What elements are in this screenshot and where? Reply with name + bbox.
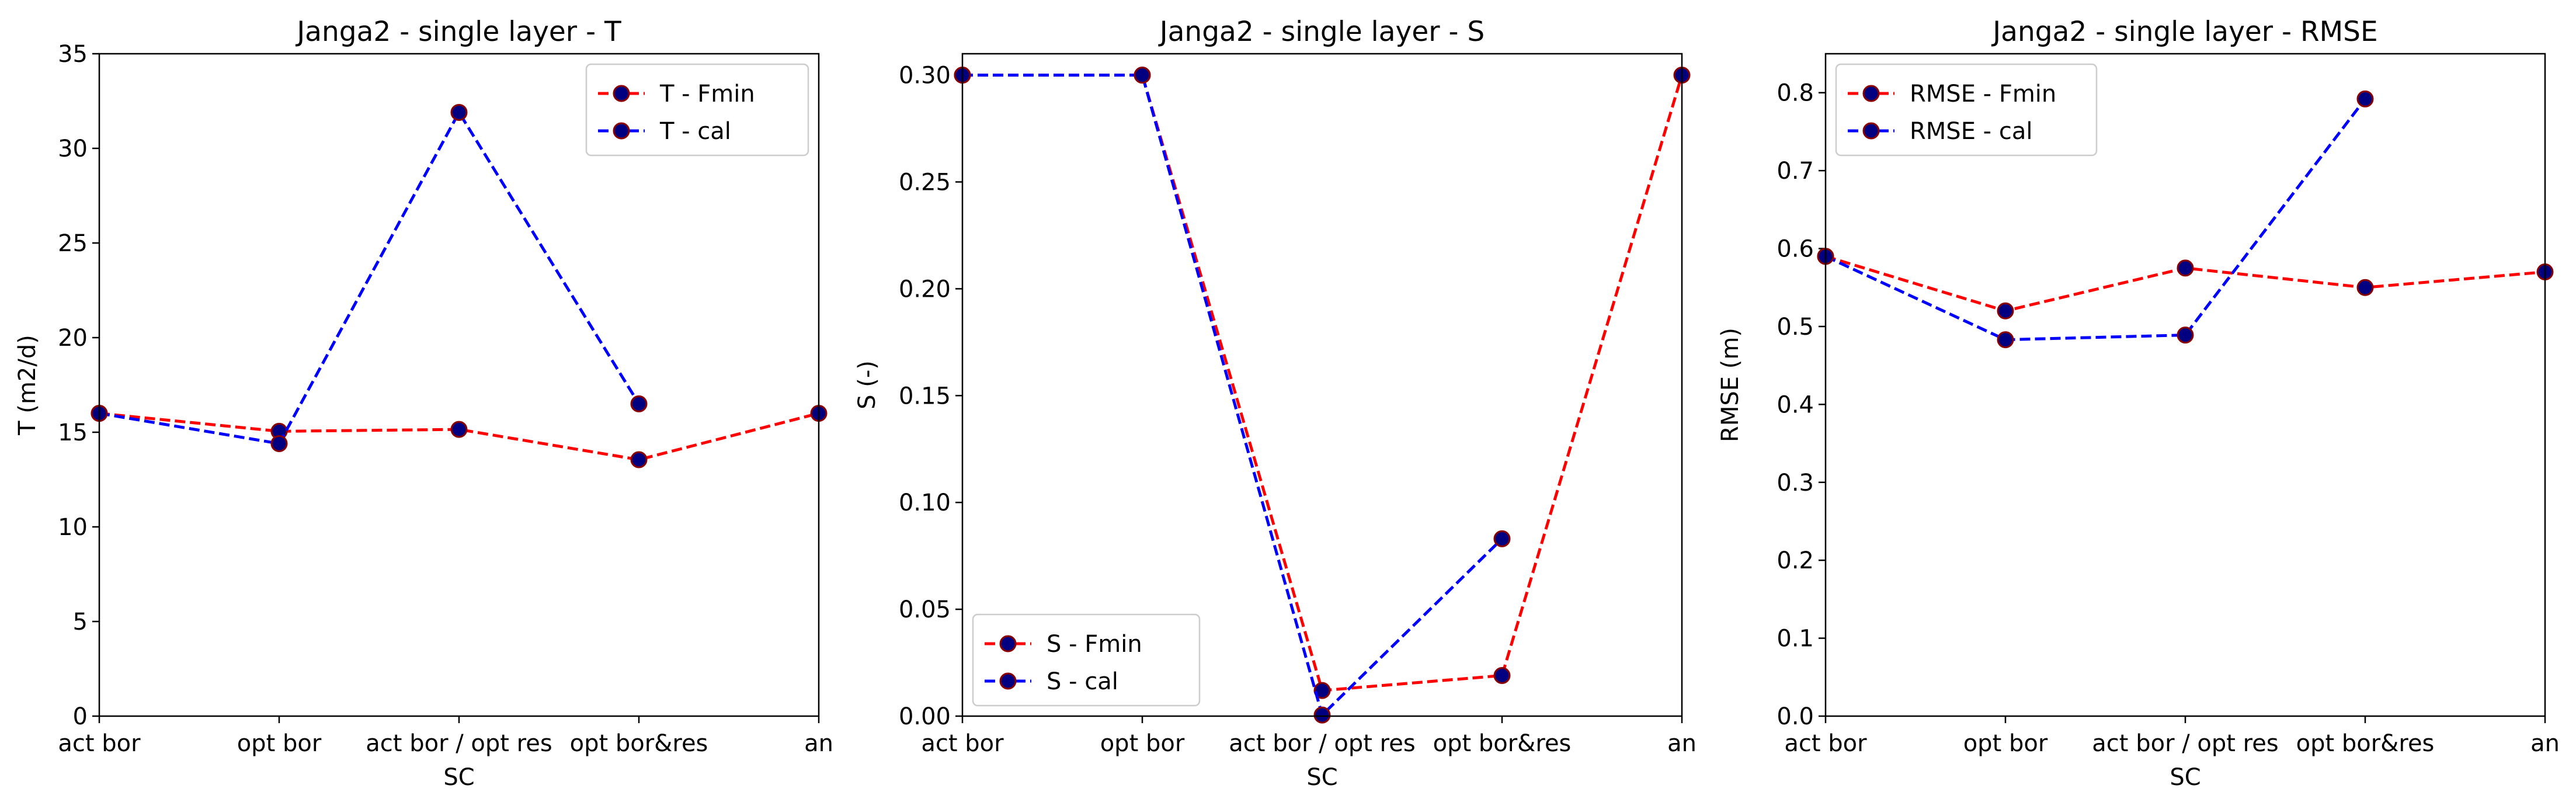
legend-label: T - Fmin xyxy=(659,81,755,107)
y-tick-label: 35 xyxy=(58,41,88,68)
y-tick-label: 0.2 xyxy=(1777,547,1814,574)
data-point-1 xyxy=(1493,666,1511,684)
legend-label: S - cal xyxy=(1047,668,1118,695)
y-tick-label: 0.8 xyxy=(1777,80,1814,107)
y-tick-label: 0.7 xyxy=(1777,158,1814,185)
y-axis-label: S (-) xyxy=(854,360,881,409)
legend: RMSE - Fmin RMSE - cal xyxy=(1835,63,2098,157)
x-tick-label: act bor xyxy=(921,730,1004,757)
y-tick-label: 0.15 xyxy=(899,383,951,409)
series-line-2 xyxy=(1824,98,2366,342)
data-point-1 xyxy=(2177,259,2194,277)
x-tick-label: an xyxy=(1667,730,1697,757)
legend-swatch-marker xyxy=(1862,122,1880,140)
y-axis-label: T (m2/d) xyxy=(14,335,41,436)
y-axis-label: RMSE (m) xyxy=(1717,328,1744,442)
x-tick-label: act bor xyxy=(1784,730,1867,757)
x-tick-label: an xyxy=(2530,730,2560,757)
y-tick-label: 0.20 xyxy=(899,276,951,303)
x-tick-label: an xyxy=(804,730,833,757)
data-point-2 xyxy=(2356,90,2374,107)
x-tick-label: opt bor xyxy=(1100,730,1185,757)
series-line-1 xyxy=(962,74,1684,692)
y-tick-label: 0.3 xyxy=(1777,470,1814,496)
data-point-2 xyxy=(1493,530,1511,547)
data-point-2 xyxy=(450,103,468,121)
y-tick-label: 10 xyxy=(58,514,88,541)
legend: T - Fmin T - cal xyxy=(585,63,809,157)
chart-title: Janga2 - single layer - RMSE xyxy=(1991,16,2377,48)
data-point-1 xyxy=(450,421,468,438)
x-tick-label: act bor / opt res xyxy=(2092,730,2278,757)
legend-swatch-marker xyxy=(1862,85,1880,102)
x-tick-label: act bor / opt res xyxy=(366,730,552,757)
x-tick-label: opt bor&res xyxy=(2296,730,2435,757)
legend-swatch-marker xyxy=(613,122,630,140)
y-tick-label: 15 xyxy=(58,419,88,446)
data-point-1 xyxy=(2356,279,2374,296)
plot-area xyxy=(954,67,1691,724)
series-line-2 xyxy=(99,109,641,446)
y-tick-label: 0.05 xyxy=(899,596,951,623)
legend: S - Fmin S - cal xyxy=(972,613,1201,707)
legend-label: RMSE - cal xyxy=(1910,118,2032,145)
y-tick-label: 0.25 xyxy=(899,169,951,196)
y-tick-label: 0.00 xyxy=(899,703,951,730)
y-tick-label: 0.1 xyxy=(1777,626,1814,652)
y-tick-label: 25 xyxy=(58,230,88,257)
x-tick-label: opt bor&res xyxy=(570,730,708,757)
y-tick-label: 0.4 xyxy=(1777,391,1814,418)
y-tick-label: 0 xyxy=(73,703,88,730)
chart-panel-1: Janga2 - single layer - T 0 5 10 15 20 25 30 35 a… xyxy=(14,16,833,791)
x-tick-label: act bor xyxy=(58,730,141,757)
y-tick-label: 20 xyxy=(58,325,88,352)
legend-box xyxy=(972,613,1201,707)
x-axis-label: SC xyxy=(2170,764,2200,791)
legend-swatch-marker xyxy=(613,85,630,102)
legend-swatch-marker xyxy=(999,635,1017,652)
y-tick-label: 0.6 xyxy=(1777,236,1814,263)
y-tick-label: 0.30 xyxy=(899,63,951,89)
legend-box xyxy=(585,63,809,157)
axes-frame xyxy=(1824,53,2546,717)
data-point-2 xyxy=(630,395,648,412)
x-axis-label: SC xyxy=(443,764,474,791)
y-tick-label: 5 xyxy=(73,609,88,636)
chart-panel-3: Janga2 - single layer - RMSE 0.0 0.1 0.2 0.3… xyxy=(1717,16,2560,791)
legend-label: S - Fmin xyxy=(1047,631,1142,658)
legend-label: RMSE - Fmin xyxy=(1910,81,2056,107)
chart-title: Janga2 - single layer - T xyxy=(295,16,621,48)
chart-title: Janga2 - single layer - S xyxy=(1158,16,1485,48)
y-tick-label: 0.10 xyxy=(899,489,951,516)
legend-box xyxy=(1835,63,2098,157)
x-tick-label: opt bor&res xyxy=(1433,730,1572,757)
axes-frame xyxy=(98,53,820,717)
data-point-1 xyxy=(630,451,648,468)
y-tick-label: 0.0 xyxy=(1777,703,1814,730)
y-tick-label: 30 xyxy=(58,136,88,162)
data-point-1 xyxy=(1313,682,1331,699)
data-point-2 xyxy=(1313,706,1331,724)
x-axis-label: SC xyxy=(1306,764,1337,791)
x-tick-label: opt bor xyxy=(1963,730,2048,757)
x-tick-label: act bor / opt res xyxy=(1229,730,1415,757)
axes-frame xyxy=(961,53,1683,717)
chart-panel-2: Janga2 - single layer - S 0.00 0.05 0.10 0.1… xyxy=(854,16,1697,791)
legend-label: T - cal xyxy=(659,118,731,145)
data-point-2 xyxy=(270,435,288,452)
y-tick-label: 0.5 xyxy=(1777,314,1814,341)
data-point-2 xyxy=(1134,67,1151,84)
data-point-2 xyxy=(2177,327,2194,344)
x-tick-label: opt bor xyxy=(237,730,322,757)
plot-area xyxy=(91,103,828,468)
legend-swatch-marker xyxy=(999,672,1017,690)
data-point-2 xyxy=(1997,331,2014,349)
data-point-1 xyxy=(1997,302,2014,320)
